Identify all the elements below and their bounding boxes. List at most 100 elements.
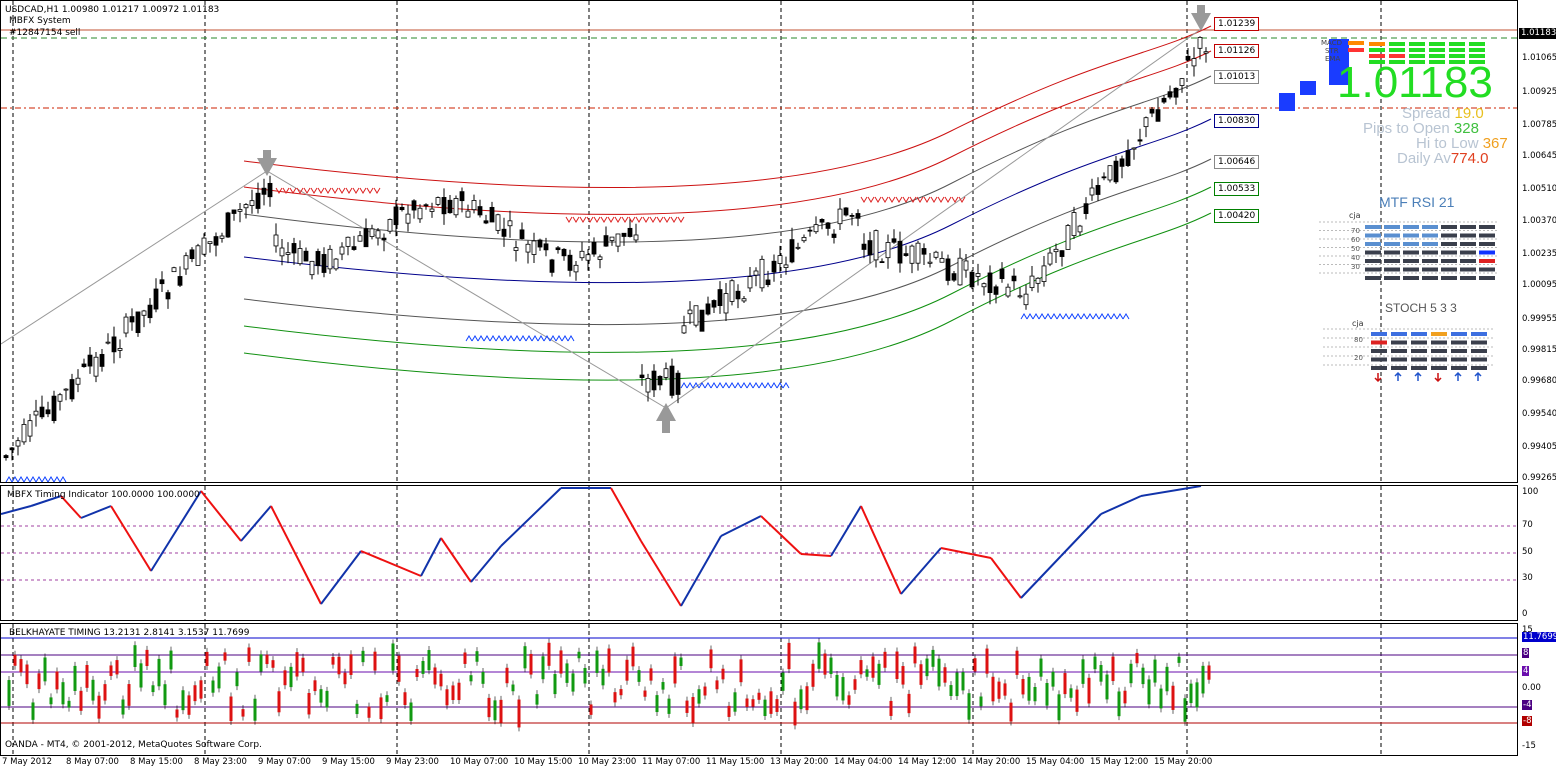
- candle-body: [303, 250, 309, 262]
- rsi-cell: [1479, 267, 1495, 272]
- belk-body: [721, 668, 725, 680]
- rsi-cell: [1422, 242, 1438, 246]
- belk-tick: -8: [1522, 716, 1533, 726]
- rsi-cell: [1441, 225, 1457, 229]
- timing-tick: 30: [1522, 573, 1533, 583]
- belk-body: [1207, 665, 1211, 680]
- candle-body: [45, 409, 51, 415]
- belk-body: [937, 658, 941, 687]
- belk-body: [823, 653, 827, 675]
- belkhayate-pane[interactable]: BELKHAYATE TIMING 13.2131 2.8141 3.1537 …: [0, 623, 1518, 756]
- candle-body: [963, 260, 969, 271]
- candle-body: [465, 210, 471, 218]
- belk-body: [331, 656, 335, 665]
- candle-body: [51, 395, 57, 422]
- belk-body: [811, 663, 815, 687]
- time-tick: 14 May 04:00: [834, 757, 893, 767]
- belk-body: [1195, 682, 1199, 708]
- candle-body: [279, 247, 285, 257]
- candle-body: [213, 236, 219, 246]
- sell-tick: [373, 187, 381, 194]
- belk-body: [385, 695, 389, 702]
- stoch-cell: [1471, 366, 1487, 370]
- sell-tick: [310, 187, 318, 194]
- belk-body: [505, 667, 509, 684]
- belk-body: [481, 671, 485, 684]
- candle-body: [363, 228, 369, 248]
- belk-body: [517, 699, 521, 728]
- candle-body: [1203, 51, 1209, 54]
- stoch-arrow-up: [1454, 371, 1462, 381]
- candle-body: [1149, 108, 1155, 114]
- candle-body: [717, 289, 723, 307]
- belkhayate-chart[interactable]: [1, 624, 1518, 756]
- buy-tick: [722, 382, 730, 389]
- belk-body: [733, 692, 737, 712]
- stoch-arrow-down: [1374, 373, 1382, 383]
- belk-body: [403, 692, 407, 706]
- timing-line-segment: [640, 540, 682, 607]
- belk-body: [85, 664, 89, 688]
- buy-tick: [698, 382, 706, 389]
- candle-body: [459, 191, 465, 202]
- candle-body: [1161, 97, 1167, 103]
- belk-body: [1087, 677, 1091, 704]
- rsi-cell: [1460, 259, 1476, 263]
- candle-body: [237, 209, 243, 212]
- belk-body: [301, 657, 305, 673]
- buy-tick: [47, 476, 55, 482]
- buy-tick: [11, 476, 19, 482]
- belk-body: [1051, 671, 1055, 687]
- timing-chart[interactable]: [1, 486, 1518, 621]
- candle-body: [831, 233, 837, 238]
- sell-tick: [930, 196, 938, 203]
- up-fractal-arrow: [656, 403, 676, 433]
- candle-body: [951, 273, 957, 281]
- buy-tick: [41, 476, 49, 482]
- candle-body: [879, 261, 885, 264]
- stoch-cell: [1451, 332, 1467, 336]
- candle-body: [105, 341, 111, 344]
- belk-body: [1081, 659, 1085, 684]
- candle-body: [609, 236, 615, 241]
- signal-cell: [1429, 60, 1445, 64]
- timing-line-segment: [440, 537, 472, 583]
- rsi-cell: [1365, 233, 1381, 238]
- candle-body: [837, 208, 843, 225]
- time-tick: 15 May 04:00: [1026, 757, 1085, 767]
- belk-body: [661, 682, 665, 690]
- candle-body: [3, 455, 9, 459]
- rsi-cell: [1384, 267, 1400, 272]
- stoch-cell: [1391, 366, 1407, 370]
- candle-body: [765, 279, 771, 286]
- candle-body: [603, 235, 609, 247]
- main-chart-pane[interactable]: 70 60 50 40 30 80 20 USDCAD,H1 1.00980 1.01217…: [0, 0, 1518, 483]
- belk-body: [853, 679, 857, 690]
- belk-body: [187, 695, 191, 715]
- candle-body: [897, 240, 903, 264]
- belk-body: [1027, 676, 1031, 701]
- candle-body: [849, 215, 855, 217]
- sell-tick: [572, 216, 580, 223]
- belk-body: [1177, 656, 1181, 663]
- stoch-cell: [1371, 332, 1387, 336]
- belk-body: [337, 656, 341, 675]
- buy-tick: [752, 382, 760, 389]
- buy-tick: [1026, 313, 1034, 320]
- candle-body: [1185, 55, 1191, 61]
- sell-tick: [331, 187, 339, 194]
- belk-body: [769, 691, 773, 714]
- buy-tick: [537, 335, 545, 342]
- stoch-cell: [1371, 357, 1387, 362]
- candle-body: [1053, 248, 1059, 253]
- channel-upper-1: [243, 50, 1212, 215]
- belk-body: [145, 649, 149, 667]
- belk-body: [139, 663, 143, 688]
- buy-tick: [1080, 313, 1088, 320]
- signal-cell: [1409, 48, 1425, 52]
- timing-line-segment: [1020, 555, 1062, 599]
- belk-body: [241, 709, 245, 717]
- time-tick: 10 May 07:00: [450, 757, 509, 767]
- timing-indicator-pane[interactable]: MBFX Timing Indicator 100.0000 100.0000: [0, 485, 1518, 621]
